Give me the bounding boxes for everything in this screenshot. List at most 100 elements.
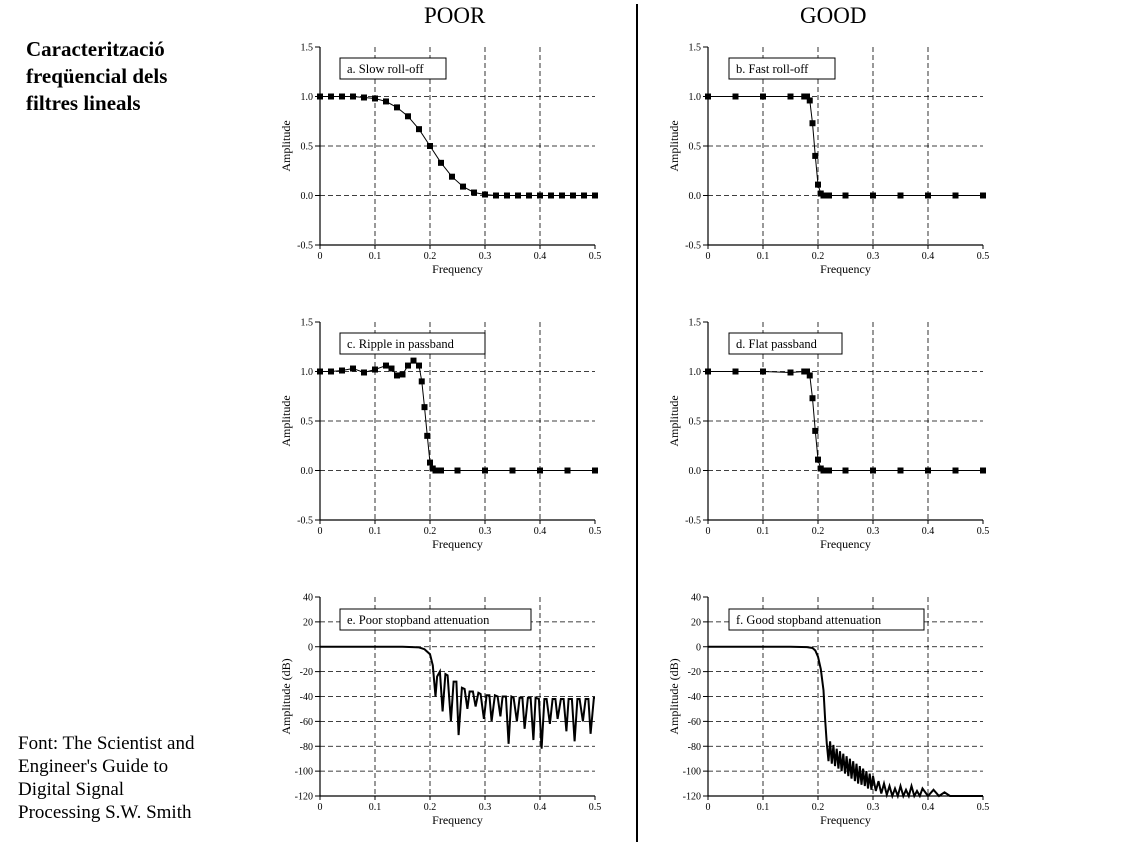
y-tick-label: -120 (683, 792, 701, 803)
data-point (537, 192, 543, 199)
data-point (812, 152, 819, 159)
source-credit: Font: The Scientist and Engineer's Guide… (18, 732, 248, 824)
data-point (806, 97, 813, 104)
source-line: Font: The Scientist and (18, 733, 195, 754)
data-point (399, 371, 406, 378)
data-point (925, 467, 931, 474)
data-point (372, 95, 378, 102)
x-tick-label: 0.5 (977, 251, 990, 262)
data-point (449, 173, 455, 180)
data-point (705, 368, 711, 375)
y-tick-label: -60 (300, 717, 313, 728)
side-title-line: freqüencial dels (26, 64, 168, 88)
x-axis-label: Frequency (432, 813, 483, 827)
data-point (394, 372, 400, 379)
x-tick-label: 0.4 (534, 526, 547, 537)
panel-label: c. Ripple in passband (347, 337, 455, 351)
chart-d: -0.5 0.0 0.5 1.0 1.5 0 0.1 0.2 0.3 0.4 0.5 Frequenc… (667, 318, 989, 552)
data-point (416, 362, 422, 369)
panel-label: e. Poor stopband attenuation (347, 613, 490, 627)
y-tick-label: 1.5 (689, 318, 702, 329)
x-tick-label: 0 (318, 526, 323, 537)
panel-label: b. Fast roll-off (736, 62, 809, 76)
x-tick-label: 0.4 (922, 802, 935, 813)
source-line: Digital Signal (18, 779, 125, 800)
y-tick-label: -40 (300, 692, 313, 703)
y-tick-label: -0.5 (685, 516, 701, 527)
y-tick-label: -20 (688, 667, 701, 678)
x-axis-label: Frequency (820, 537, 871, 551)
data-point (339, 93, 345, 100)
y-tick-label: 1.0 (689, 92, 702, 103)
data-point (732, 368, 739, 375)
y-tick-label: -0.5 (297, 241, 313, 252)
panel-label-box (339, 332, 486, 355)
y-tick-label: 1.0 (301, 92, 314, 103)
y-tick-label: 0.0 (301, 466, 314, 477)
data-point (509, 467, 516, 474)
x-tick-label: 0.5 (977, 526, 990, 537)
data-point (317, 93, 323, 100)
data-point (493, 192, 499, 199)
y-tick-label: -80 (688, 742, 701, 753)
panel-label: a. Slow roll-off (347, 62, 424, 76)
y-tick-label: 0.0 (689, 191, 702, 202)
x-tick-label: 0.1 (757, 251, 770, 262)
x-tick-label: 0.3 (867, 526, 880, 537)
data-point (809, 395, 816, 402)
x-tick-label: 0.3 (479, 251, 492, 262)
y-tick-label: 40 (691, 593, 701, 604)
x-tick-label: 0 (706, 802, 711, 813)
data-point (427, 459, 433, 466)
x-tick-label: 0.4 (922, 251, 935, 262)
x-tick-label: 0.4 (534, 802, 547, 813)
data-point (526, 192, 532, 199)
data-point (482, 191, 488, 198)
data-point (897, 467, 904, 474)
data-point (787, 93, 794, 100)
data-point (826, 192, 832, 199)
x-tick-label: 0.3 (479, 526, 492, 537)
y-tick-label: -0.5 (297, 516, 313, 527)
x-tick-label: 0.1 (369, 251, 382, 262)
data-point (842, 192, 849, 199)
data-point (870, 467, 876, 474)
y-tick-label: 0.0 (689, 466, 702, 477)
data-point (760, 368, 766, 375)
data-point (432, 467, 439, 474)
y-tick-label: 1.5 (689, 43, 702, 54)
column-heading-good: GOOD (800, 3, 867, 28)
source-line: Engineer's Guide to (18, 756, 169, 777)
data-point (980, 467, 986, 474)
y-tick-label: 0 (308, 642, 313, 653)
x-tick-label: 0.2 (424, 251, 437, 262)
side-title-line: filtres lineals (26, 91, 141, 115)
chart-e: -120 -100 -80 -60 -40 -20 0 20 40 0 0.1 0.2 0.3 0.4 0.… (279, 593, 601, 828)
data-point (317, 368, 323, 375)
data-point (328, 93, 334, 100)
data-point (592, 192, 598, 199)
panel-label-box (728, 608, 925, 631)
y-tick-label: 0.0 (301, 191, 314, 202)
y-tick-label: -20 (300, 667, 313, 678)
source-line: Processing S.W. Smith (18, 802, 192, 823)
data-point (460, 183, 466, 190)
data-point (405, 362, 411, 369)
x-tick-label: 0.2 (424, 802, 437, 813)
x-tick-label: 0.5 (589, 251, 602, 262)
y-tick-label: -80 (300, 742, 313, 753)
x-tick-label: 0.1 (757, 526, 770, 537)
y-axis-label: Amplitude (dB) (279, 658, 293, 734)
x-tick-label: 0 (706, 526, 711, 537)
chart-b: -0.5 0.0 0.5 1.0 1.5 0 0.1 0.2 0.3 0.4 0.5 Frequenc… (667, 43, 989, 277)
y-tick-label: -100 (683, 767, 701, 778)
data-point (372, 366, 378, 373)
y-axis-label: Amplitude (279, 395, 293, 446)
x-tick-label: 0.5 (589, 526, 602, 537)
data-point (515, 192, 521, 199)
x-tick-label: 0.5 (589, 802, 602, 813)
data-point (383, 362, 389, 369)
x-axis-label: Frequency (432, 537, 483, 551)
x-tick-label: 0.2 (424, 526, 437, 537)
